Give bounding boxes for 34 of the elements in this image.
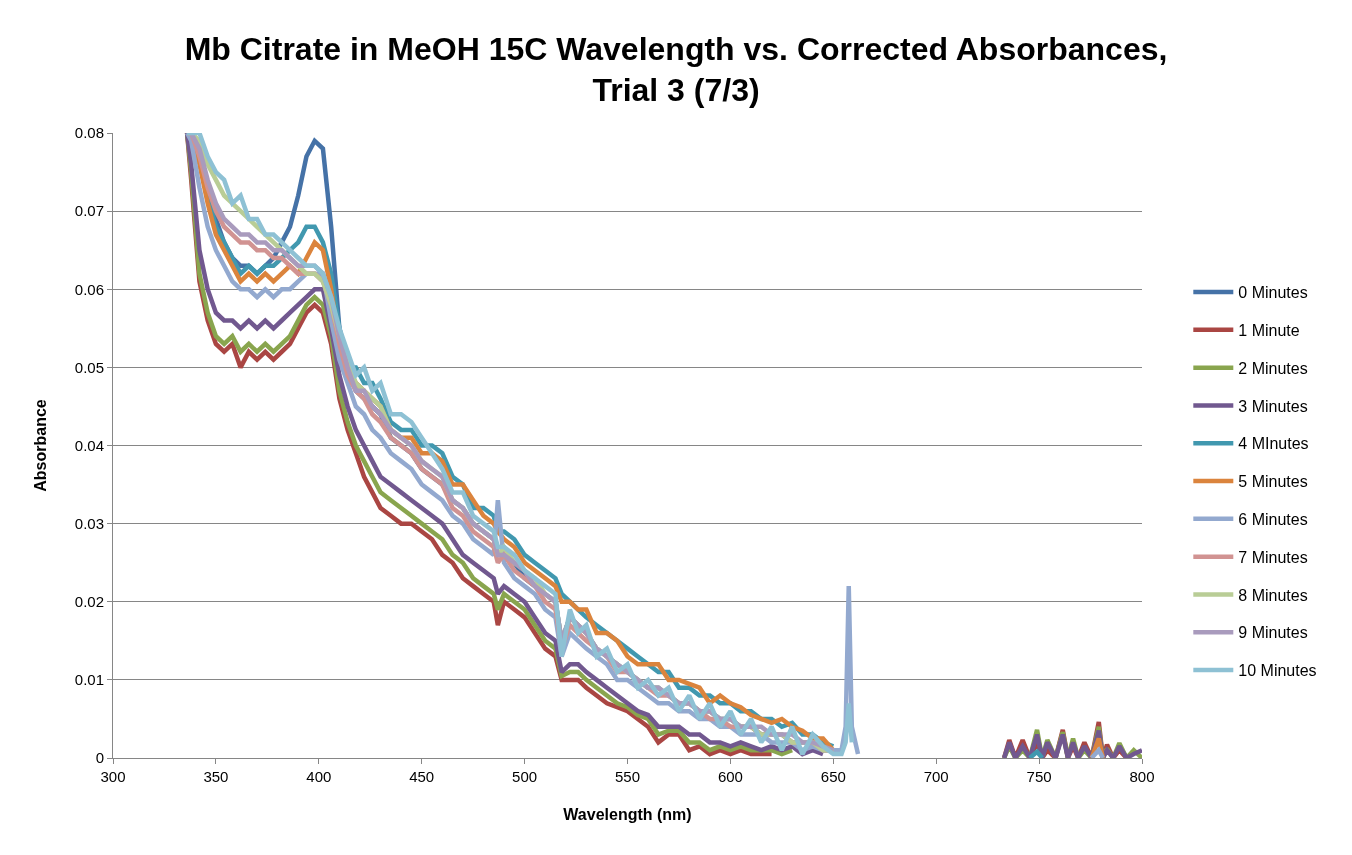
chart-title: Mb Citrate in MeOH 15C Wavelength vs. Corrected Absorbances, Trial 3 (7/3) <box>184 30 1168 109</box>
legend-label: 4 MInutes <box>1238 435 1309 453</box>
x-tick-label: 600 <box>717 768 743 785</box>
x-tick-label: 750 <box>1026 768 1052 785</box>
legend-label: 5 Minutes <box>1238 473 1308 491</box>
y-tick-label: 0.06 <box>74 280 104 298</box>
y-tick-label: 0.02 <box>74 593 104 610</box>
y-tick-label: 0.05 <box>74 358 104 376</box>
x-axis-title: Wavelength (nm) <box>563 805 692 823</box>
legend-label: 9 Minutes <box>1238 624 1308 642</box>
x-tick-label: 500 <box>512 768 538 785</box>
y-tick-label: 0.07 <box>74 202 104 220</box>
x-tick-label: 550 <box>614 768 641 785</box>
legend-label: 6 Minutes <box>1238 511 1308 529</box>
legend-label: 8 Minutes <box>1238 586 1308 604</box>
y-tick-label: 0.04 <box>74 436 104 454</box>
legend-label: 2 Minutes <box>1238 359 1308 377</box>
legend-label: 10 Minutes <box>1238 662 1317 680</box>
x-tick-label: 350 <box>203 768 229 785</box>
y-tick-label: 0.01 <box>74 671 104 689</box>
legend-label: 7 Minutes <box>1238 548 1308 566</box>
x-tick-label: 800 <box>1129 768 1155 785</box>
x-tick-label: 650 <box>820 768 846 785</box>
x-tick-label: 300 <box>100 768 126 785</box>
x-tick-label: 400 <box>306 768 332 785</box>
legend-label: 1 Minute <box>1238 322 1300 340</box>
y-tick-label: 0.08 <box>74 124 104 142</box>
x-tick-label: 450 <box>409 768 435 785</box>
legend-label: 0 Minutes <box>1238 284 1308 302</box>
y-tick-label: 0.03 <box>74 514 104 532</box>
x-tick-label: 700 <box>923 768 949 785</box>
y-tick-label: 0 <box>95 749 104 767</box>
y-axis-title: Absorbance <box>31 399 49 492</box>
legend-label: 3 Minutes <box>1238 397 1308 415</box>
